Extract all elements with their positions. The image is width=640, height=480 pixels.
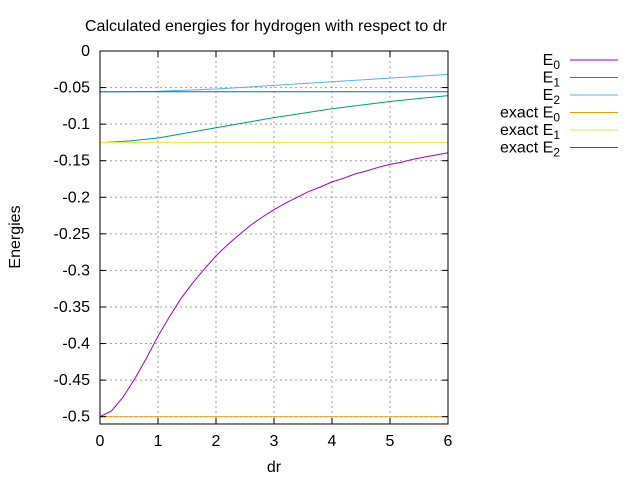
y-tick-label: -0.5 <box>62 409 90 426</box>
y-tick-label: -0.05 <box>54 80 91 97</box>
y-tick-label: -0.45 <box>54 372 91 389</box>
x-tick-label: 4 <box>328 433 337 450</box>
x-tick-label: 3 <box>270 433 279 450</box>
legend-item: E1 <box>543 70 618 90</box>
legend-label: E0 <box>543 52 561 72</box>
legend-label: exact E1 <box>500 122 560 142</box>
legend-item: exact E1 <box>500 122 618 142</box>
axis-ticks: 0 1 2 3 4 5 6 0 -0.05 -0.1 -0.15 -0.2 -0.25 -0.3 -0.35… <box>54 43 453 450</box>
y-tick-label: -0.35 <box>54 299 91 316</box>
x-axis-label: dr <box>267 459 282 476</box>
legend-label: exact E0 <box>500 105 560 125</box>
y-tick-label: -0.1 <box>62 116 90 133</box>
y-tick-label: -0.4 <box>62 336 90 353</box>
series-lines <box>99 73 449 418</box>
y-tick-label: -0.2 <box>62 189 90 206</box>
y-axis-label: Energies <box>7 205 24 268</box>
legend-label: E2 <box>543 87 561 107</box>
y-tick-label: -0.3 <box>62 262 90 279</box>
legend-label: E1 <box>543 70 561 90</box>
x-tick-label: 1 <box>154 433 163 450</box>
grid-lines <box>100 51 448 424</box>
legend-item: E2 <box>543 87 618 107</box>
chart-title: Calculated energies for hydrogen with re… <box>85 18 448 35</box>
x-tick-label: 0 <box>96 433 105 450</box>
y-tick-label: 0 <box>81 43 90 60</box>
legend-item: exact E2 <box>500 140 618 160</box>
legend-item: E0 <box>543 52 618 72</box>
legend-item: exact E0 <box>500 105 618 125</box>
series-line-e0 <box>99 152 449 418</box>
x-tick-label: 2 <box>212 433 221 450</box>
x-tick-label: 5 <box>386 433 395 450</box>
y-tick-label: -0.25 <box>54 226 91 243</box>
series-line-e1 <box>105 95 449 143</box>
legend-label: exact E2 <box>500 140 560 160</box>
x-tick-label: 6 <box>444 433 453 450</box>
y-tick-label: -0.15 <box>54 153 91 170</box>
